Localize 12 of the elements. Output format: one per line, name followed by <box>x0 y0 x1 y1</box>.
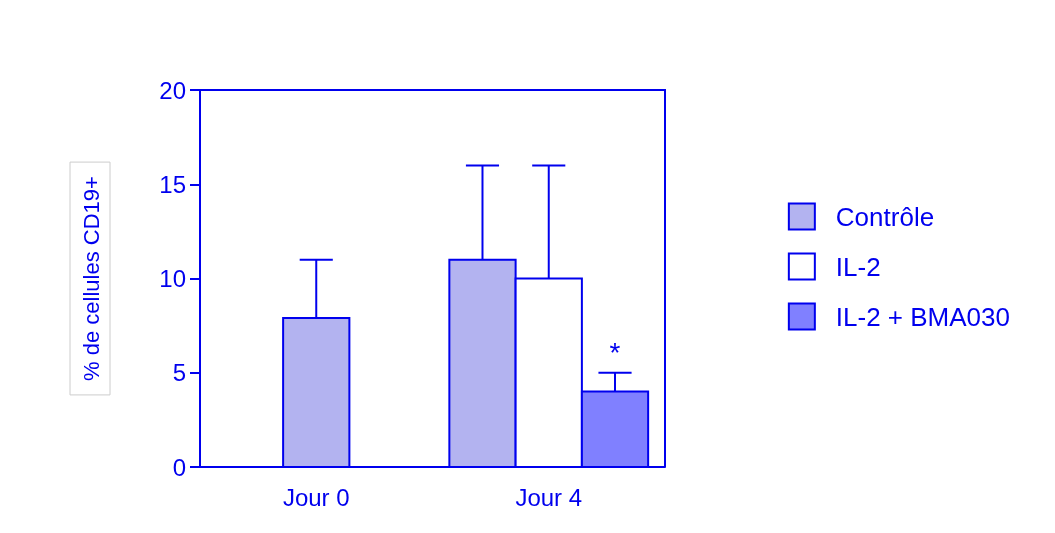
annotation: * <box>609 337 621 369</box>
legend-label: Contrôle <box>835 201 935 232</box>
y-tick-label: 20 <box>159 76 186 104</box>
legend-label: IL-2 + BMA030 <box>835 301 1010 332</box>
legend-label: IL-2 <box>835 251 881 282</box>
x-tick-label: Jour 0 <box>282 483 350 511</box>
y-tick-label: 10 <box>159 265 186 292</box>
y-tick-label: 15 <box>159 170 186 198</box>
y-tick-label: 0 <box>172 453 186 481</box>
y-axis-title: % de cellules CD19+ <box>78 176 104 381</box>
x-tick-label: Jour 4 <box>515 483 583 511</box>
y-tick-label: 5 <box>172 359 186 387</box>
